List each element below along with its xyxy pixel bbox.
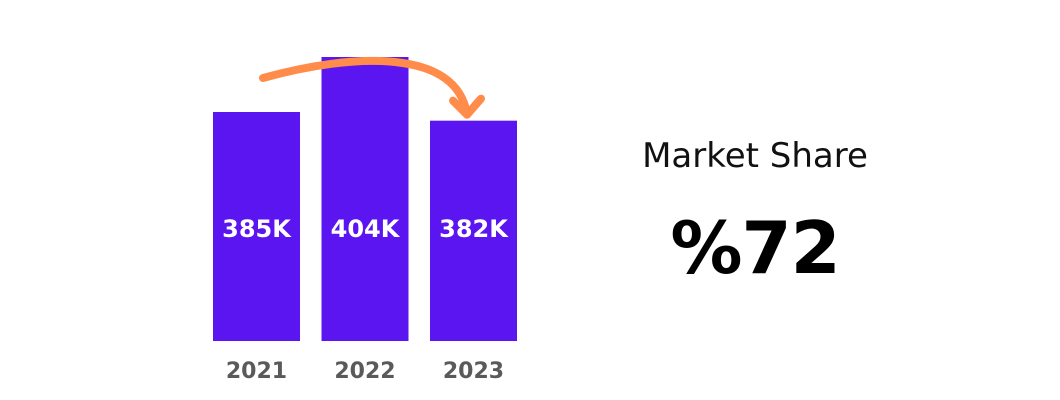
bar-2022 — [321, 57, 409, 341]
bar-value-label: 385K — [222, 215, 292, 243]
trend-arrow — [259, 56, 471, 119]
bar-chart: 385K 404K 382K 2021 2022 2023 — [213, 56, 517, 384]
bar-value-label: 404K — [331, 215, 401, 243]
market-share-value: %72 — [670, 206, 840, 290]
bar-2021 — [213, 112, 300, 341]
year-tick-label: 2022 — [334, 359, 395, 384]
market-share-title: Market Share — [642, 136, 868, 176]
year-tick-label: 2023 — [443, 359, 504, 384]
bar-2023 — [430, 120, 517, 342]
trend-arrowhead — [449, 94, 485, 119]
bar-value-label: 382K — [439, 215, 509, 243]
year-tick-label: 2021 — [226, 359, 287, 384]
